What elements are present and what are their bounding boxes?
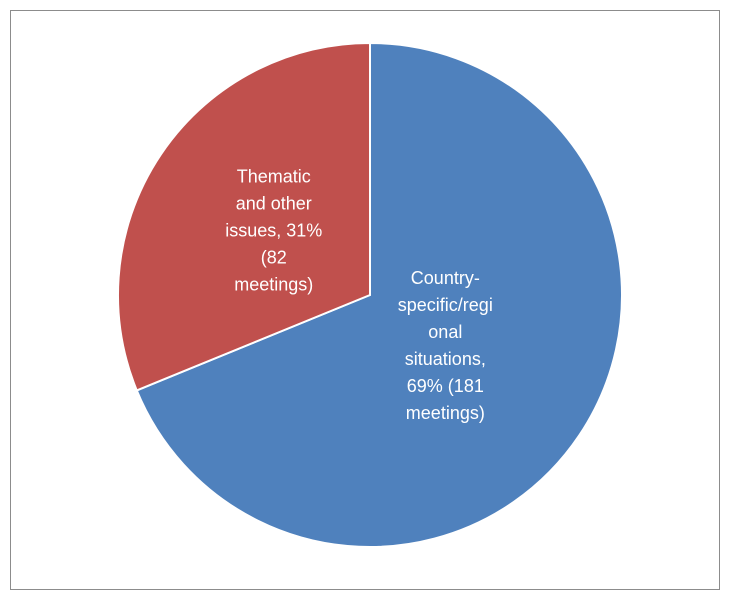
pie-slice-1: [117, 41, 371, 392]
data-label-line: (82: [261, 247, 287, 267]
pie-chart: Country-specific/regi onal situations, 69% …: [117, 41, 623, 548]
data-label-line: 69% (181: [407, 376, 484, 396]
data-label-1: Thematic and other issues, 31% (82 meetings): [225, 166, 322, 294]
data-label-line: specific/regi: [398, 295, 493, 315]
data-label-line: situations,: [405, 349, 486, 369]
data-label-0: Country-specific/regi onal situations, 69% …: [398, 268, 493, 423]
pie-slice-0: [135, 41, 623, 548]
data-label-line: Thematic: [237, 166, 311, 186]
data-label-line: and other: [236, 193, 312, 213]
data-label-line: meetings): [234, 274, 313, 294]
data-label-line: Country-: [411, 268, 480, 288]
data-label-line: meetings): [406, 403, 485, 423]
data-label-line: issues, 31%: [225, 220, 322, 240]
data-label-line: onal: [428, 322, 462, 342]
